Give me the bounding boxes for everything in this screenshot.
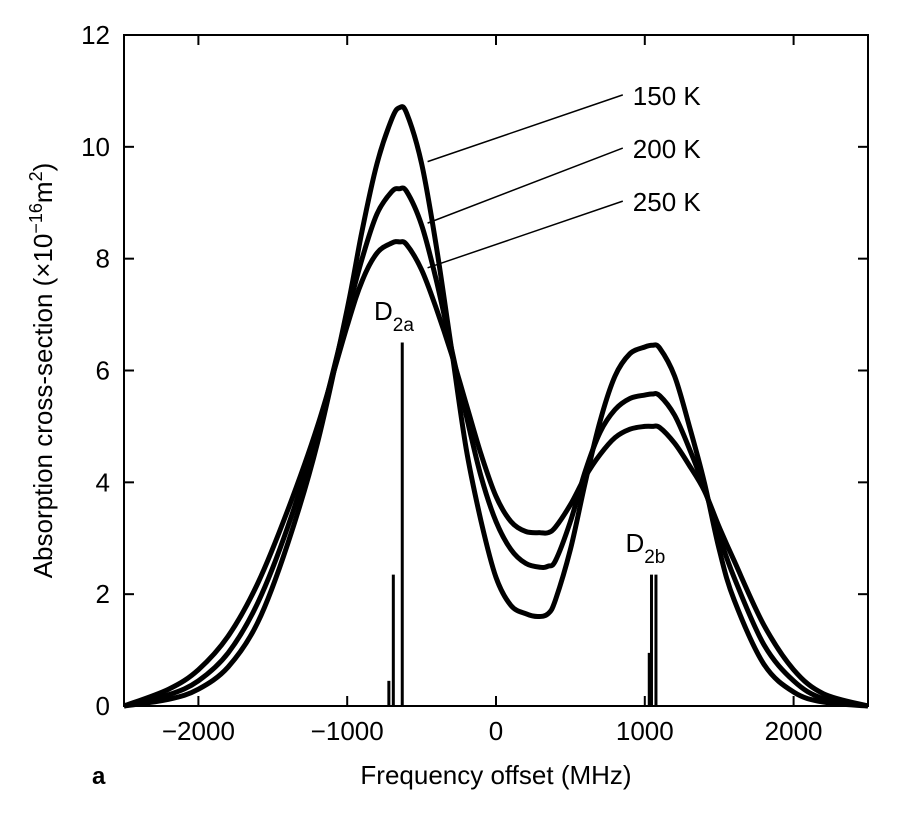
peak-label-d2a: D2a bbox=[374, 296, 414, 336]
annotation-leader-line bbox=[427, 200, 624, 269]
annotation-leader-line bbox=[427, 147, 624, 224]
y-axis-title-unit-exp: 2 bbox=[26, 171, 46, 181]
peak-label-d2b-base: D bbox=[625, 528, 644, 558]
y-tick-label: 10 bbox=[81, 132, 110, 162]
annotation-200k: 200 K bbox=[633, 134, 702, 164]
x-tick-label: −2000 bbox=[162, 716, 235, 746]
y-tick-label: 0 bbox=[96, 691, 110, 721]
y-axis-title-base: Absorption cross-section (×10 bbox=[28, 234, 58, 579]
x-axis-title: Frequency offset (MHz) bbox=[360, 760, 631, 790]
y-tick-label: 8 bbox=[96, 244, 110, 274]
series-lines bbox=[123, 104, 869, 709]
transition-sticks bbox=[387, 342, 658, 706]
x-axis-ticks: −2000 −1000 0 1000 2000 bbox=[162, 35, 823, 746]
series-line-250k bbox=[123, 239, 869, 709]
series-annotations: 150 K 200 K 250 K bbox=[633, 81, 702, 217]
panel-label: a bbox=[92, 763, 106, 790]
y-tick-label: 6 bbox=[96, 356, 110, 386]
annotation-150k: 150 K bbox=[633, 81, 702, 111]
y-tick-label: 12 bbox=[81, 20, 110, 50]
x-tick-label: 2000 bbox=[765, 716, 823, 746]
x-tick-label: 0 bbox=[489, 716, 503, 746]
annotation-leaders bbox=[427, 94, 624, 269]
peak-label-d2b: D2b bbox=[625, 528, 665, 568]
peak-label-d2a-sub: 2a bbox=[393, 315, 415, 336]
x-tick-label: −1000 bbox=[311, 716, 384, 746]
y-axis-title-unit: m bbox=[28, 181, 58, 203]
peak-label-d2b-sub: 2b bbox=[644, 547, 665, 568]
y-axis-title-close: ) bbox=[28, 163, 58, 172]
annotation-250k: 250 K bbox=[633, 187, 702, 217]
y-axis-ticks: 0 2 4 6 8 10 12 bbox=[81, 20, 868, 721]
peak-labels: D2a D2b bbox=[374, 296, 665, 568]
y-axis-title-exp: −16 bbox=[26, 203, 46, 234]
peak-label-d2a-base: D bbox=[374, 296, 393, 326]
x-tick-label: 1000 bbox=[616, 716, 674, 746]
y-tick-label: 2 bbox=[96, 579, 110, 609]
annotation-leader-line bbox=[427, 94, 624, 163]
y-tick-label: 4 bbox=[96, 467, 110, 497]
y-axis-title: Absorption cross-section (×10−16m2) bbox=[26, 163, 58, 579]
